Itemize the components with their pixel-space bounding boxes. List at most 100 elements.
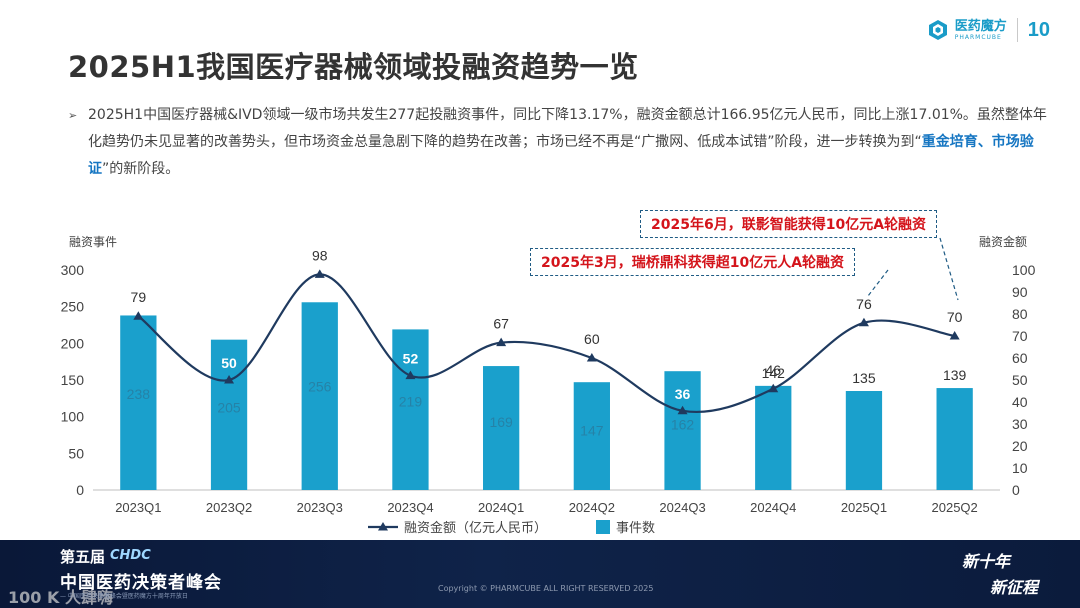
bar-value-label: 219 [399,394,423,410]
line-point-marker [768,383,779,393]
callout-connector-lianying [939,237,959,301]
legend-line-marker [378,522,388,531]
line-point-marker [677,405,688,415]
x-tick-label: 2024Q4 [750,500,796,515]
y-left-tick-label: 0 [76,482,84,498]
y-right-axis-title: 融资金额 [979,234,1027,249]
bullet-arrow-icon: ➢ [68,109,78,122]
line-point-marker [314,269,325,278]
bar-event-count [301,302,338,490]
x-tick-label: 2023Q3 [297,500,343,515]
footer-slogan-1: 新十年 [962,552,1011,571]
watermark-prefix: 100 [8,588,42,607]
line-point-marker [224,375,235,384]
x-tick-label: 2025Q1 [841,500,887,515]
bar-value-label: 135 [852,370,876,386]
line-point-marker [133,311,144,320]
bar-event-count [936,388,973,490]
x-tick-label: 2024Q1 [478,500,524,515]
bar-value-label: 256 [308,379,332,395]
x-tick-label: 2023Q1 [115,500,161,515]
footer-summit-name: 中国医药决策者峰会 [60,573,222,593]
bar-event-count [664,371,701,490]
logo-divider [1016,18,1018,42]
line-point-marker [858,317,869,327]
bar-value-label: 142 [762,365,786,381]
line-point-marker [405,370,416,380]
line-value-label: 50 [221,355,237,371]
summary-text-part2: ”的新阶段。 [102,161,180,177]
y-left-tick-label: 200 [61,335,85,351]
line-value-label: 76 [856,296,872,312]
pharmcube-logo: 医药魔方 PHARMCUBE 10 [927,18,1050,42]
footer-copyright: Copyright © PHARMCUBE ALL RIGHT RESERVED… [438,584,654,593]
y-left-axis-title: 融资事件 [69,235,117,249]
line-value-label: 98 [312,247,328,263]
x-tick-label: 2023Q2 [206,500,252,515]
y-right-tick-label: 50 [1012,372,1028,388]
y-right-tick-label: 60 [1012,350,1028,366]
line-value-label: 67 [493,316,509,332]
summary-text-part1: 2025H1中国医疗器械&IVD领域一级市场共发生277起投融资事件，同比下降1… [88,107,1047,150]
y-right-tick-label: 80 [1012,306,1028,322]
bar-event-count [392,329,429,490]
x-tick-label: 2024Q3 [659,500,705,515]
summary-highlight: 重金培育、市场验证 [88,134,1034,177]
footer-tagline: — 中国医药决策者峰会暨医药魔方十周年开放日 [60,593,188,600]
financing-trend-chart: 融资事件 融资金额 0 50 100 150 200 250 300 0 10 20 30 40 50 60 7… [61,234,1036,536]
bar-value-label: 205 [217,399,241,415]
y-right-tick-label: 30 [1012,416,1028,432]
watermark-label: K 人肆嗨 [46,588,113,607]
legend-bar-label: 事件数 [616,521,655,536]
x-tick-label: 2023Q4 [387,500,433,515]
callout-lianying: 2025年6月，联影智能获得10亿元A轮融资 [640,210,938,238]
y-left-tick-label: 250 [61,299,85,315]
logo-name-en: PHARMCUBE [954,33,1002,41]
legend-line-label: 融资金额（亿元人民币） [404,520,547,536]
logo-name-cn: 医药魔方 [954,18,1007,34]
y-left-tick-label: 150 [61,372,85,388]
bar-value-label: 169 [489,414,513,430]
bar-event-count [845,391,883,490]
line-value-label: 46 [765,362,781,378]
x-tick-label: 2024Q2 [569,500,615,515]
footer-banner: 100 K 人肆嗨 第五届 CHDC 中国医药决策者峰会 — 中国医药决策者峰会… [0,540,1080,608]
y-right-tick-label: 40 [1012,394,1028,410]
bar-event-count [483,366,520,490]
footer-slogan-2: 新征程 [990,578,1039,597]
callout-connector-ruiqiao [867,269,889,297]
y-right-tick-label: 70 [1012,328,1028,344]
cube-logo-icon [928,20,947,40]
y-right-tick-label: 90 [1012,284,1028,300]
bar-value-label: 139 [943,367,967,383]
page-title: 2025H1我国医疗器械领域投融资趋势一览 [68,50,639,84]
line-point-marker [496,337,507,347]
y-right-tick-label: 0 [1012,482,1020,498]
bar-value-label: 147 [580,423,604,439]
line-point-marker [586,353,597,362]
line-value-label: 36 [675,386,691,402]
bar-event-count [120,315,157,490]
bar-event-count [755,385,792,490]
y-right-tick-label: 10 [1012,460,1028,476]
line-value-label: 70 [947,309,963,325]
line-financing-amount [137,273,955,413]
line-point-marker [949,331,960,340]
footer-edition: 第五届 [60,548,106,566]
y-left-tick-label: 300 [61,262,85,278]
bar-value-label: 162 [671,417,695,433]
bar-value-label: 238 [127,386,151,402]
line-value-label: 79 [131,289,147,305]
watermark-text: 100 K 人肆嗨 [8,584,113,608]
summary-paragraph: ➢ 2025H1中国医疗器械&IVD领域一级市场共发生277起投融资事件，同比下… [68,102,1048,183]
line-value-label: 60 [584,331,600,347]
y-right-tick-label: 100 [1012,262,1036,278]
bar-event-count [573,382,610,490]
ten-year-badge: 10 [1027,18,1050,41]
y-left-tick-label: 50 [68,445,84,461]
x-tick-label: 2025Q2 [932,500,978,515]
y-left-tick-label: 100 [61,409,85,425]
summary-text: 2025H1中国医疗器械&IVD领域一级市场共发生277起投融资事件，同比下降1… [68,102,1048,183]
y-right-tick-label: 20 [1012,438,1028,454]
callout-ruiqiao: 2025年3月，瑞桥鼎科获得超10亿元人A轮融资 [530,248,856,276]
